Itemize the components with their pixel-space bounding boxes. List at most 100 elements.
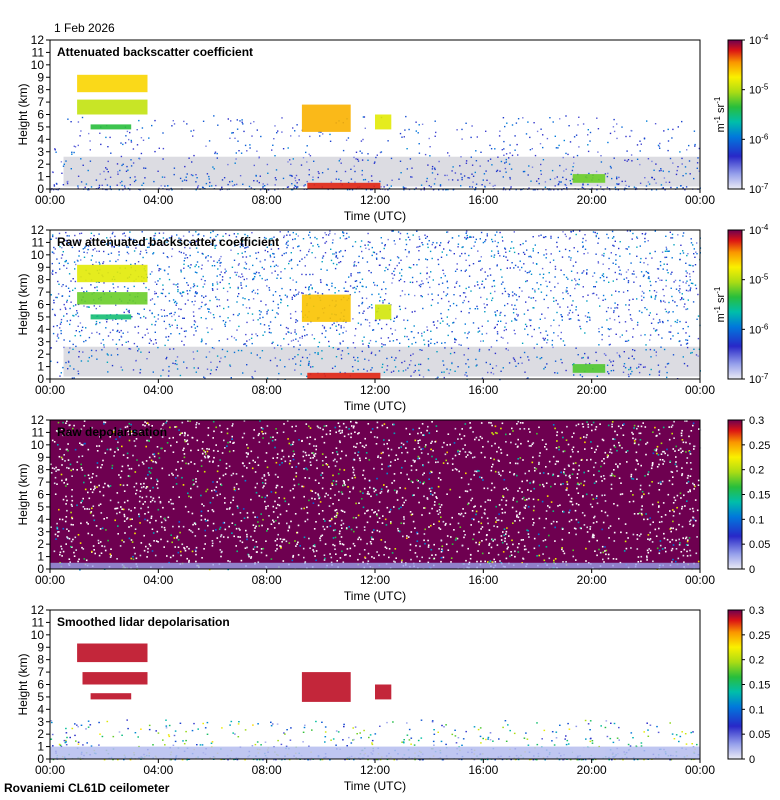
noise-pixel (137, 350, 139, 352)
noise-pixel (569, 259, 572, 261)
noise-pixel (98, 504, 100, 507)
noise-pixel (689, 173, 691, 175)
noise-pixel (669, 331, 672, 333)
noise-pixel (158, 457, 161, 459)
noise-pixel (484, 271, 486, 273)
noise-pixel (109, 185, 111, 188)
noise-pixel (153, 453, 156, 455)
noise-pixel (361, 297, 364, 299)
noise-pixel (208, 175, 210, 178)
noise-pixel (496, 245, 498, 248)
noise-pixel (481, 333, 483, 335)
y-tick-label: 2 (37, 347, 44, 361)
noise-pixel (491, 238, 493, 241)
noise-pixel (561, 362, 563, 364)
noise-pixel (284, 366, 286, 368)
noise-pixel (215, 184, 217, 187)
noise-pixel (72, 314, 74, 317)
noise-pixel (524, 270, 527, 272)
noise-pixel (212, 283, 214, 285)
noise-pixel (682, 441, 685, 444)
noise-pixel (614, 186, 617, 189)
noise-pixel (321, 487, 324, 490)
noise-pixel (173, 283, 175, 286)
noise-pixel (188, 157, 190, 159)
noise-pixel (340, 327, 342, 329)
noise-pixel (122, 508, 125, 511)
noise-pixel (685, 262, 687, 264)
noise-pixel (421, 242, 423, 244)
noise-pixel (344, 290, 346, 292)
noise-pixel (421, 295, 423, 298)
noise-pixel (313, 160, 315, 162)
noise-pixel (502, 281, 504, 283)
noise-pixel (482, 241, 485, 244)
noise-pixel (124, 142, 127, 144)
noise-pixel (414, 294, 416, 297)
noise-pixel (506, 454, 509, 456)
noise-pixel (162, 237, 165, 239)
noise-pixel (254, 461, 256, 463)
noise-pixel (334, 292, 336, 294)
noise-pixel (210, 369, 212, 371)
noise-pixel (340, 491, 343, 493)
noise-pixel (470, 499, 472, 502)
noise-pixel (662, 187, 664, 189)
noise-pixel (298, 135, 300, 137)
noise-pixel (584, 352, 586, 355)
noise-pixel (587, 150, 590, 153)
noise-pixel (295, 321, 297, 323)
noise-pixel (153, 238, 156, 240)
noise-pixel (379, 151, 382, 154)
noise-pixel (341, 431, 343, 434)
noise-pixel (581, 357, 583, 359)
noise-pixel (668, 311, 670, 313)
noise-pixel (100, 466, 102, 469)
noise-pixel (581, 423, 584, 425)
noise-pixel (235, 483, 238, 485)
noise-pixel (219, 262, 221, 264)
noise-pixel (411, 176, 413, 178)
noise-pixel (315, 521, 317, 523)
noise-pixel (373, 281, 375, 284)
noise-pixel (162, 506, 164, 509)
noise-pixel (136, 144, 139, 146)
noise-pixel (176, 363, 178, 366)
noise-pixel (638, 363, 640, 365)
noise-pixel (454, 539, 457, 541)
noise-pixel (216, 152, 218, 155)
noise-pixel (498, 504, 501, 506)
noise-pixel (608, 281, 610, 283)
noise-pixel (340, 354, 342, 356)
noise-pixel (447, 334, 449, 337)
noise-pixel (250, 556, 253, 558)
noise-pixel (129, 348, 132, 350)
noise-pixel (672, 128, 674, 131)
noise-pixel (497, 320, 499, 322)
noise-pixel (98, 184, 101, 187)
noise-pixel (246, 278, 248, 280)
noise-pixel (273, 253, 275, 255)
noise-pixel (647, 551, 650, 554)
noise-pixel (104, 482, 106, 485)
noise-pixel (627, 290, 629, 292)
noise-pixel (193, 367, 195, 369)
noise-pixel (676, 186, 678, 189)
noise-pixel (696, 167, 698, 169)
noise-pixel (205, 257, 207, 259)
x-tick-label: 20:00 (577, 193, 607, 207)
noise-pixel (342, 255, 344, 258)
noise-pixel (227, 118, 229, 120)
noise-pixel (579, 374, 582, 376)
noise-pixel (630, 154, 633, 156)
noise-pixel (167, 339, 169, 341)
noise-pixel (296, 320, 299, 322)
noise-pixel (493, 256, 495, 258)
noise-pixel (195, 189, 197, 191)
noise-pixel (516, 474, 518, 477)
noise-pixel (414, 439, 417, 442)
noise-pixel (332, 543, 334, 546)
noise-pixel (325, 330, 327, 332)
noise-pixel (184, 432, 186, 435)
noise-pixel (312, 457, 314, 459)
